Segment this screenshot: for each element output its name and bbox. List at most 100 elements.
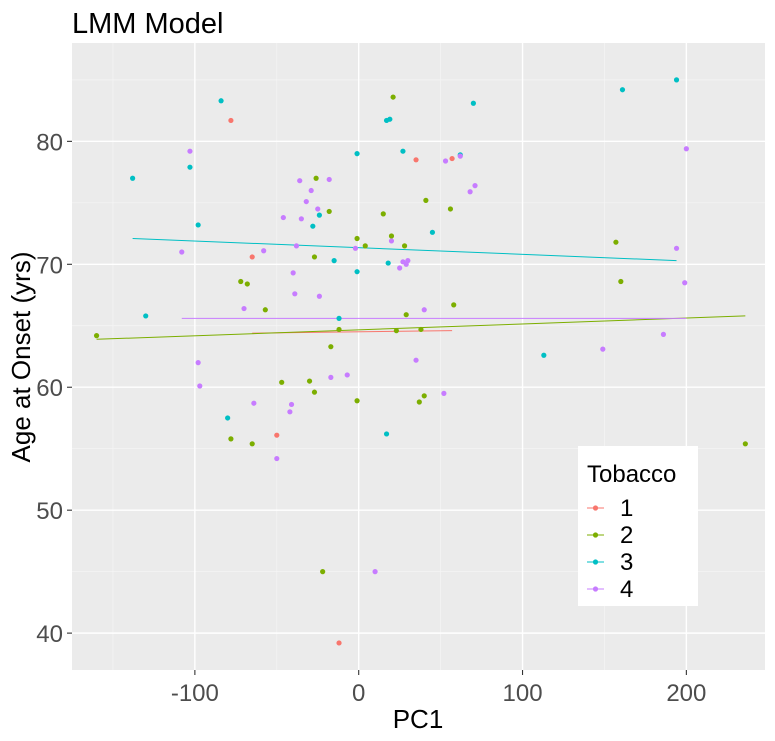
data-point-tobacco-3 xyxy=(429,229,436,235)
data-point-tobacco-3 xyxy=(470,100,476,106)
legend-key-4 xyxy=(592,586,599,592)
y-tick-label: 80 xyxy=(36,129,63,156)
data-point-tobacco-2 xyxy=(249,441,255,447)
data-point-tobacco-4 xyxy=(303,198,309,205)
data-point-tobacco-4 xyxy=(600,346,606,352)
data-point-tobacco-4 xyxy=(280,214,286,221)
data-point-tobacco-4 xyxy=(352,245,359,251)
data-point-tobacco-2 xyxy=(416,399,422,405)
data-point-tobacco-3 xyxy=(673,77,680,83)
data-point-tobacco-2 xyxy=(421,393,427,399)
legend-key-1 xyxy=(592,505,599,511)
data-point-tobacco-4 xyxy=(413,357,419,363)
data-point-tobacco-2 xyxy=(618,278,624,285)
data-point-tobacco-4 xyxy=(287,409,293,415)
data-point-tobacco-2 xyxy=(228,436,234,442)
legend-label-2: 2 xyxy=(620,522,633,549)
x-tick-label: 0 xyxy=(352,680,365,707)
data-point-tobacco-4 xyxy=(673,245,680,251)
data-point-tobacco-2 xyxy=(336,326,342,333)
fit-line-layer xyxy=(96,237,746,340)
data-point-tobacco-4 xyxy=(660,331,667,337)
legend-title: Tobacco xyxy=(587,461,676,488)
data-point-tobacco-2 xyxy=(262,307,268,313)
data-point-tobacco-2 xyxy=(311,254,318,260)
y-tick-label: 70 xyxy=(36,252,63,279)
data-point-tobacco-2 xyxy=(311,389,318,395)
data-point-tobacco-2 xyxy=(388,233,395,239)
data-point-tobacco-2 xyxy=(451,302,457,308)
data-point-tobacco-4 xyxy=(241,305,247,312)
legend-key-3 xyxy=(592,559,599,565)
y-tick-label: 60 xyxy=(36,375,63,402)
data-point-tobacco-3 xyxy=(187,164,193,170)
data-point-tobacco-2 xyxy=(326,208,332,215)
data-point-tobacco-4 xyxy=(288,401,295,408)
chart-title: LMM Model xyxy=(72,8,224,40)
axis-layer: -100 0 100 200 40 50 60 70 80 xyxy=(36,129,706,707)
x-tick-label: 200 xyxy=(666,680,706,707)
data-point-tobacco-4 xyxy=(308,187,314,194)
data-point-tobacco-2 xyxy=(313,175,319,181)
data-point-tobacco-4 xyxy=(326,176,332,183)
data-point-tobacco-4 xyxy=(328,374,334,380)
data-point-tobacco-2 xyxy=(423,197,429,203)
legend-label-4: 4 xyxy=(620,576,633,603)
x-axis-label: PC1 xyxy=(393,704,444,734)
data-point-tobacco-1 xyxy=(249,254,255,260)
data-point-tobacco-4 xyxy=(261,248,267,254)
data-point-tobacco-2 xyxy=(244,281,250,287)
data-point-tobacco-2 xyxy=(354,398,360,404)
data-point-tobacco-4 xyxy=(388,238,395,244)
data-point-tobacco-3 xyxy=(336,315,342,321)
data-point-tobacco-2 xyxy=(390,94,396,100)
data-point-tobacco-4 xyxy=(682,280,688,286)
data-point-tobacco-2 xyxy=(320,569,326,575)
data-point-tobacco-4 xyxy=(297,178,303,184)
data-point-tobacco-4 xyxy=(457,153,463,159)
data-point-tobacco-3 xyxy=(541,352,547,358)
data-point-tobacco-2 xyxy=(742,441,748,447)
data-point-tobacco-3 xyxy=(130,175,136,181)
data-point-tobacco-3 xyxy=(400,148,406,154)
data-point-tobacco-2 xyxy=(279,379,285,385)
data-point-tobacco-3 xyxy=(316,212,322,218)
data-point-tobacco-4 xyxy=(251,400,257,406)
data-point-tobacco-4 xyxy=(316,293,322,299)
data-point-tobacco-4 xyxy=(195,360,201,366)
data-point-tobacco-3 xyxy=(225,415,231,421)
legend-background xyxy=(578,446,698,606)
data-point-tobacco-3 xyxy=(331,258,337,264)
data-point-tobacco-4 xyxy=(187,148,193,154)
fit-line-tobacco-3 xyxy=(132,237,677,262)
data-point-tobacco-3 xyxy=(310,223,316,229)
legend-label-1: 1 xyxy=(620,495,633,522)
data-point-tobacco-3 xyxy=(354,269,360,275)
data-point-tobacco-3 xyxy=(218,98,224,104)
data-point-tobacco-3 xyxy=(383,431,390,437)
data-point-tobacco-4 xyxy=(292,291,298,297)
data-point-tobacco-1 xyxy=(413,157,419,163)
data-point-tobacco-1 xyxy=(228,117,234,124)
data-point-tobacco-3 xyxy=(195,222,201,228)
x-tick-label: -100 xyxy=(171,680,219,707)
data-point-tobacco-2 xyxy=(613,239,619,245)
data-point-tobacco-4 xyxy=(421,307,427,313)
data-point-tobacco-4 xyxy=(467,189,473,195)
data-point-tobacco-2 xyxy=(393,328,399,334)
data-point-tobacco-3 xyxy=(619,87,626,93)
point-layer xyxy=(93,77,748,646)
data-point-tobacco-1 xyxy=(274,432,280,438)
data-point-tobacco-4 xyxy=(274,455,280,462)
data-point-tobacco-4 xyxy=(179,249,185,255)
data-point-tobacco-4 xyxy=(372,569,378,575)
grid-layer xyxy=(72,43,765,670)
data-point-tobacco-2 xyxy=(418,326,424,333)
data-point-tobacco-4 xyxy=(442,158,449,164)
data-point-tobacco-2 xyxy=(362,243,368,249)
y-tick-label: 50 xyxy=(36,498,63,525)
data-point-tobacco-4 xyxy=(405,258,411,264)
